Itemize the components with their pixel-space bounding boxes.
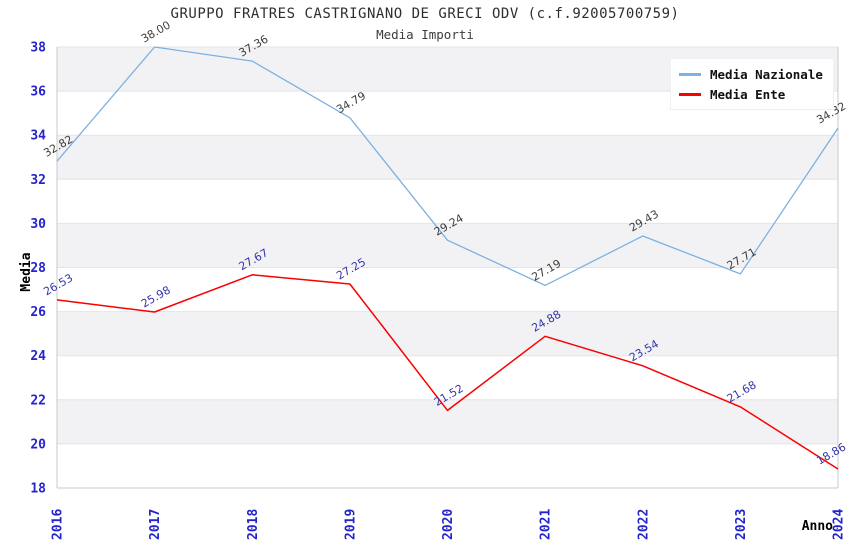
x-tick-label: 2018 — [246, 509, 261, 540]
y-tick-label: 32 — [30, 173, 46, 188]
legend-line-swatch-ente-icon — [679, 92, 701, 96]
x-axis-title: Anno — [802, 519, 833, 534]
y-tick-label: 20 — [30, 437, 46, 452]
y-tick-label: 36 — [30, 85, 46, 100]
series-line-media-nazionale — [56, 46, 839, 287]
y-tick-label: 18 — [30, 482, 46, 497]
x-tick-label: 2024 — [832, 509, 847, 540]
chart-subtitle: Media Importi — [376, 27, 474, 42]
grid-band — [57, 135, 838, 180]
x-tick-label: 2017 — [148, 509, 163, 540]
grid-bands — [57, 47, 838, 444]
y-tick-labels: 18 20 22 24 26 28 30 32 34 36 38 — [30, 41, 46, 497]
chart-title: GRUPPO FRATRES CASTRIGNANO DE GRECI ODV … — [170, 6, 680, 22]
y-tick-label: 38 — [30, 41, 46, 56]
legend-entry-media-ente: Media Ente — [679, 84, 823, 104]
y-tick-label: 24 — [30, 349, 46, 364]
x-tick-labels: 2016 2017 2018 2019 2020 2021 2022 2023 2024 — [51, 509, 847, 540]
data-point-label: 34.79 — [334, 89, 368, 116]
y-tick-label: 34 — [30, 129, 46, 144]
grid-band — [57, 399, 838, 444]
x-tick-label: 2021 — [539, 509, 554, 540]
legend-label: Media Ente — [710, 86, 786, 102]
grid-band — [57, 223, 838, 268]
x-tick-label: 2020 — [441, 509, 456, 540]
axis-titles: Media Anno — [19, 252, 833, 534]
x-tick-label: 2022 — [636, 509, 651, 540]
grid-band — [57, 311, 838, 356]
data-point-label: 38.00 — [139, 18, 173, 45]
y-tick-label: 22 — [30, 393, 46, 408]
legend: Media Nazionale Media Ente — [670, 58, 834, 110]
x-tick-label: 2019 — [343, 509, 358, 540]
line-path — [56, 46, 839, 287]
line-path — [56, 274, 839, 470]
data-point-label: 26.53 — [41, 271, 75, 298]
gridlines — [57, 46, 838, 445]
legend-label: Media Nazionale — [710, 66, 823, 82]
y-tick-label: 26 — [30, 305, 46, 320]
data-point-label: 18.86 — [814, 441, 848, 468]
legend-entry-media-nazionale: Media Nazionale — [679, 64, 823, 84]
y-axis-title: Media — [19, 252, 34, 291]
legend-line-swatch-nazionale-icon — [679, 72, 701, 76]
x-tick-label: 2023 — [734, 509, 749, 540]
x-tick-label: 2016 — [51, 509, 66, 540]
series-line-media-ente — [56, 274, 839, 470]
y-tick-label: 28 — [30, 261, 46, 276]
y-tick-label: 30 — [30, 217, 46, 232]
axis-spines — [56, 47, 839, 489]
